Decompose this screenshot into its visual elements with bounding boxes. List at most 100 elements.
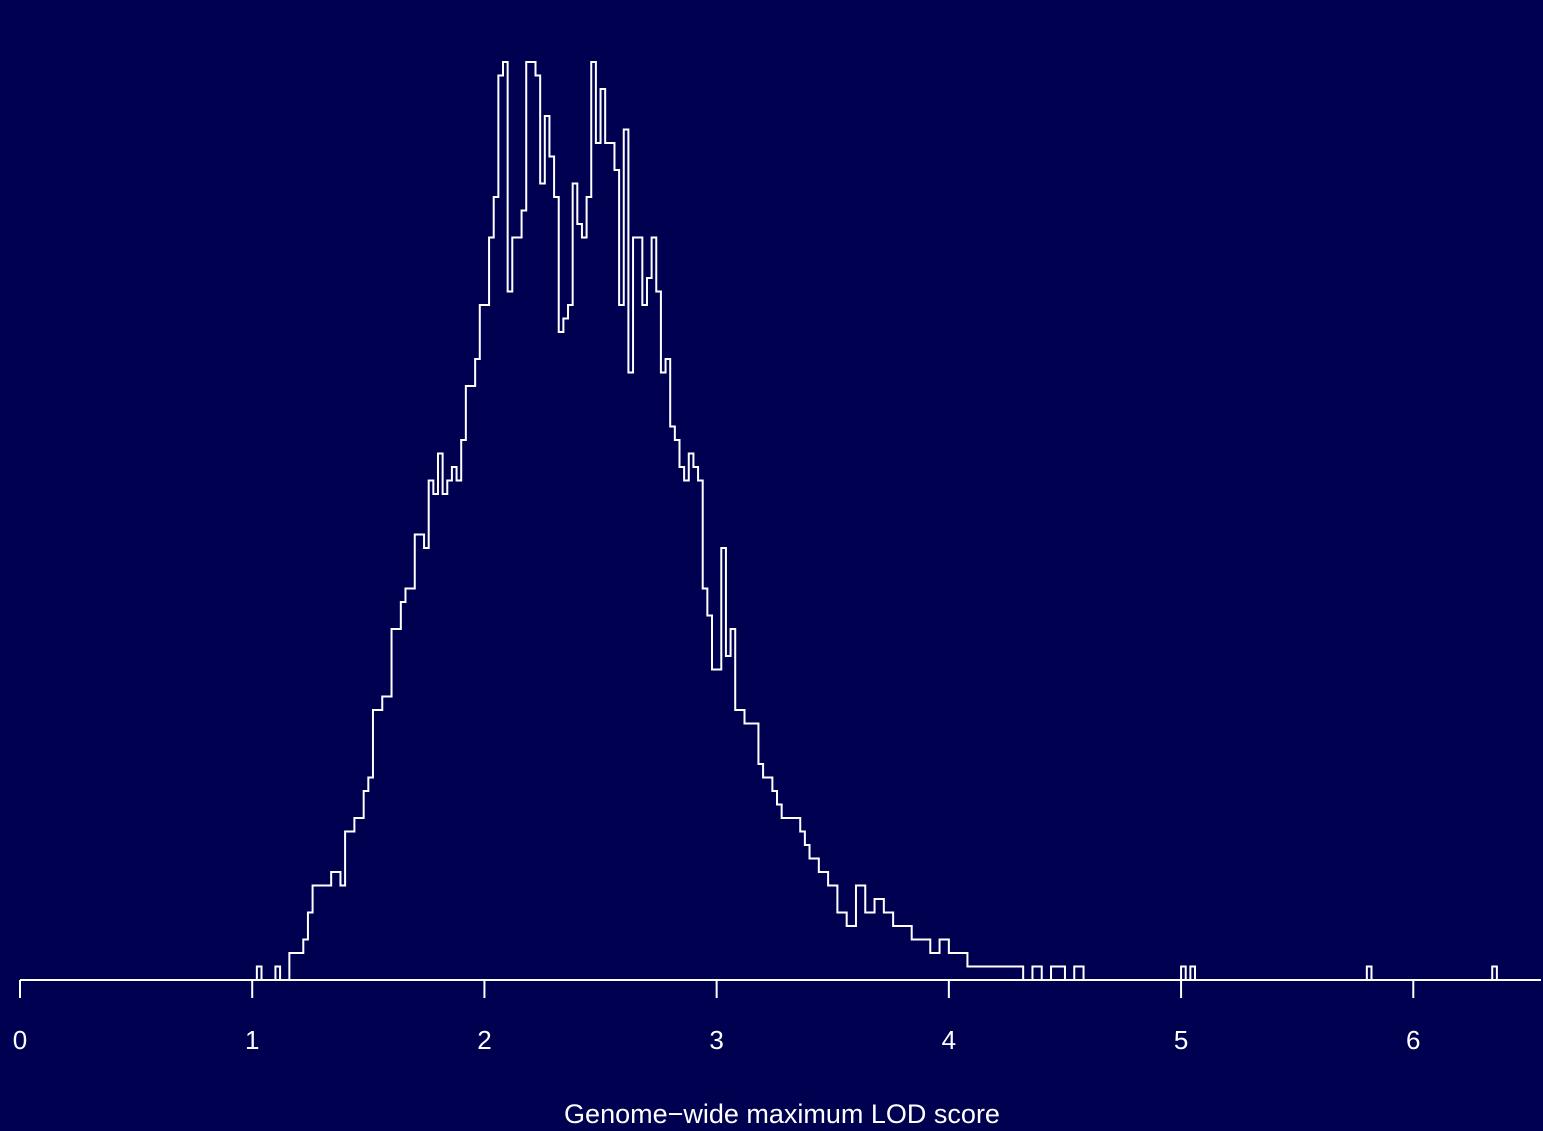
x-tick-label: 6 bbox=[1406, 1025, 1420, 1055]
histogram-bin bbox=[522, 211, 527, 981]
x-tick-label: 0 bbox=[13, 1025, 27, 1055]
histogram-bin bbox=[893, 926, 898, 980]
histogram-bin bbox=[475, 359, 480, 980]
histogram-bin bbox=[986, 967, 991, 981]
histogram-bin bbox=[364, 791, 369, 980]
histogram-bin bbox=[953, 953, 958, 980]
histogram-bin bbox=[991, 967, 996, 981]
histogram-bin bbox=[656, 292, 661, 981]
histogram-bin bbox=[958, 953, 963, 980]
x-tick-label: 2 bbox=[477, 1025, 491, 1055]
histogram-bin bbox=[350, 832, 355, 981]
histogram-bin bbox=[735, 710, 740, 980]
histogram-bin bbox=[327, 886, 332, 981]
histogram-bin bbox=[689, 454, 694, 981]
histogram-bin bbox=[745, 724, 750, 981]
histogram-outline bbox=[20, 61, 1541, 981]
histogram-bin bbox=[666, 359, 671, 980]
histogram-bin bbox=[568, 305, 573, 980]
histogram-bin bbox=[540, 184, 545, 981]
histogram-bin bbox=[726, 656, 731, 980]
histogram-bin bbox=[902, 926, 907, 980]
histogram-bin bbox=[628, 373, 633, 981]
histogram-bin bbox=[512, 238, 517, 981]
x-axis-ticks: 0 1 2 3 4 5 6 bbox=[13, 980, 1421, 1055]
histogram-bin bbox=[791, 818, 796, 980]
histogram-bin bbox=[675, 440, 680, 980]
histogram-bin bbox=[494, 197, 499, 980]
histogram-bin bbox=[717, 670, 722, 981]
histogram-bin bbox=[508, 292, 513, 981]
histogram-bin bbox=[549, 157, 554, 981]
histogram-bin bbox=[916, 940, 921, 981]
x-axis-title: Genome−wide maximum LOD score bbox=[564, 1099, 1000, 1129]
histogram-bin bbox=[461, 440, 466, 980]
histogram-bin bbox=[433, 494, 438, 980]
x-tick-label: 5 bbox=[1174, 1025, 1188, 1055]
histogram-bin bbox=[870, 913, 875, 981]
histogram-bin bbox=[772, 791, 777, 980]
histogram-bin bbox=[972, 967, 977, 981]
histogram-bars bbox=[257, 62, 1497, 980]
histogram-bin bbox=[577, 224, 582, 980]
histogram-bin bbox=[336, 872, 341, 980]
histogram-bin bbox=[647, 278, 652, 980]
histogram-bin bbox=[563, 319, 568, 981]
histogram-bin bbox=[331, 872, 336, 980]
histogram-bin bbox=[884, 913, 889, 981]
histogram-bin bbox=[415, 535, 420, 981]
histogram-bin bbox=[800, 832, 805, 981]
histogram-bin bbox=[419, 535, 424, 981]
histogram-bin bbox=[1056, 967, 1061, 981]
histogram-bin bbox=[396, 629, 401, 980]
histogram-bin bbox=[828, 886, 833, 981]
histogram-bin bbox=[1000, 967, 1005, 981]
histogram-bin bbox=[359, 818, 364, 980]
histogram-bin bbox=[819, 872, 824, 980]
histogram-bin bbox=[489, 238, 494, 981]
histogram-bin bbox=[299, 953, 304, 980]
histogram-bin bbox=[531, 62, 536, 980]
histogram-bin bbox=[470, 386, 475, 980]
histogram-bin bbox=[823, 872, 828, 980]
histogram-bin bbox=[447, 481, 452, 981]
histogram-bin bbox=[457, 481, 462, 981]
histogram-bin bbox=[930, 953, 935, 980]
histogram-bin bbox=[740, 710, 745, 980]
histogram-bin bbox=[786, 818, 791, 980]
histogram-bin bbox=[670, 427, 675, 981]
histogram-bin bbox=[582, 238, 587, 981]
histogram-bin bbox=[777, 805, 782, 981]
histogram-bin bbox=[912, 940, 917, 981]
histogram-bin bbox=[642, 305, 647, 980]
histogram-bin bbox=[679, 467, 684, 980]
histogram-bin bbox=[438, 454, 443, 981]
histogram-bin bbox=[977, 967, 982, 981]
histogram-bin bbox=[810, 859, 815, 981]
histogram-bin bbox=[805, 845, 810, 980]
histogram-bin bbox=[898, 926, 903, 980]
x-tick-label: 4 bbox=[942, 1025, 956, 1055]
histogram-bin bbox=[354, 818, 359, 980]
x-tick-label: 3 bbox=[709, 1025, 723, 1055]
histogram-bin bbox=[758, 764, 763, 980]
histogram-bin bbox=[684, 481, 689, 981]
histogram-bin bbox=[587, 197, 592, 980]
histogram-bin bbox=[1009, 967, 1014, 981]
histogram-bin bbox=[935, 953, 940, 980]
histogram-bin bbox=[638, 238, 643, 981]
histogram-bin bbox=[545, 116, 550, 980]
histogram-bin bbox=[401, 602, 406, 980]
histogram-bin bbox=[596, 143, 601, 980]
histogram-bin bbox=[591, 62, 596, 980]
histogram-bin bbox=[981, 967, 986, 981]
histogram-bin bbox=[601, 89, 606, 980]
histogram-bin bbox=[340, 886, 345, 981]
histogram-bin bbox=[294, 953, 299, 980]
histogram-bin bbox=[322, 886, 327, 981]
histogram-bin bbox=[610, 143, 615, 980]
histogram-bin bbox=[995, 967, 1000, 981]
histogram-bin bbox=[317, 886, 322, 981]
